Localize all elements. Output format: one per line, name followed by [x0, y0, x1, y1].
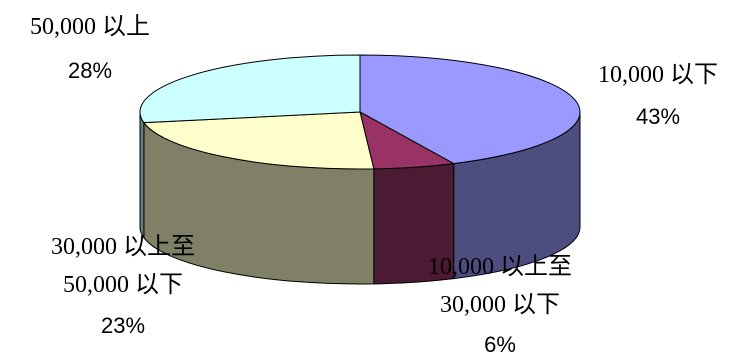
slice-label-10000-below: 10,000 以下 — [598, 60, 718, 88]
slice-percent-30000-50000: 23% — [101, 313, 145, 338]
pie-slice-3 — [139, 54, 361, 124]
slice-label-10000-30000: 10,000 以上至 — [428, 252, 572, 280]
pie-slice-0 — [359, 54, 581, 165]
slice-percent-10000-30000: 6% — [484, 332, 516, 357]
slice-label-50000-above: 50,000 以上 — [30, 12, 150, 40]
pie-sides — [139, 111, 581, 285]
pie-side-3 — [139, 111, 145, 240]
slice-label-30000-50000: 30,000 以上至 — [51, 232, 195, 260]
slice-percent-10000-below: 43% — [636, 104, 680, 129]
slice-label-10000-30000-line2: 30,000 以下 — [440, 290, 560, 318]
slice-percent-50000-above: 28% — [68, 58, 112, 83]
slice-label-30000-50000-line2: 50,000 以下 — [63, 270, 183, 298]
pie-top-slices — [139, 54, 581, 170]
pie-slice-2 — [142, 111, 375, 170]
